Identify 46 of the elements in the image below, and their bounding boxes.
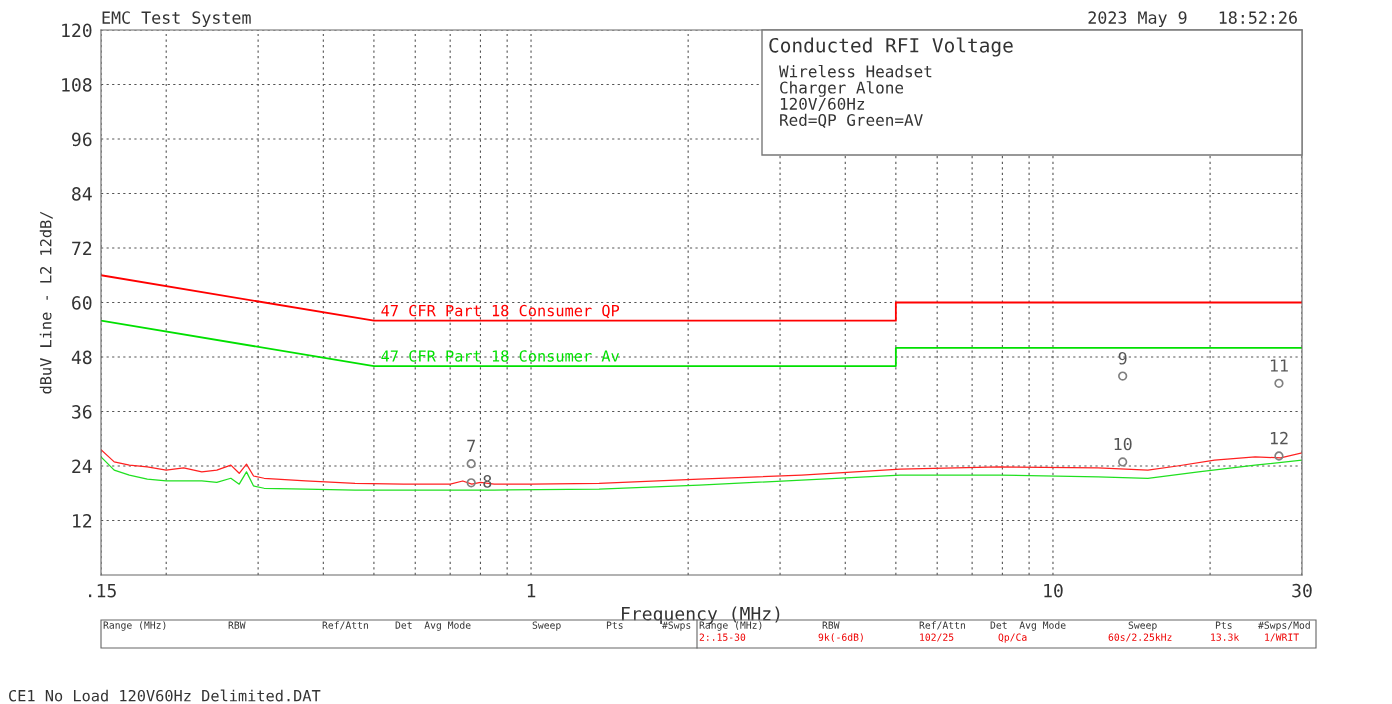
- y-tick-label: 84: [72, 187, 92, 201]
- text: RBW: [228, 621, 246, 629]
- y-tick-label: 60: [72, 296, 92, 310]
- x-tick-label: 10: [1044, 583, 1063, 598]
- text: Sweep: [532, 621, 561, 631]
- text: 2023 May 9 18:52:26: [1088, 11, 1297, 28]
- annotation: 11: [1270, 359, 1288, 372]
- annotation: 7: [467, 439, 475, 452]
- text: Wireless Headset Charger Alone 120V/60Hz Red=QP Green=AV: [779, 65, 932, 128]
- y-tick-label: 12: [73, 514, 92, 528]
- text: Ref/Attn: [919, 621, 965, 630]
- annotation: 12: [1270, 431, 1288, 445]
- y-tick-label: 48: [71, 350, 92, 365]
- text: CE1 No Load 120V60Hz Delimited.DAT: [9, 689, 321, 702]
- text: 102/25: [920, 633, 954, 642]
- text: RBW: [822, 621, 840, 629]
- text: 2:.15-30: [699, 633, 746, 641]
- chart-title: Conducted RFI Voltage: [769, 37, 1013, 57]
- text: Pts: [1215, 621, 1232, 629]
- y-tick-label: 120: [62, 23, 92, 38]
- y-tick-label: 96: [72, 132, 92, 147]
- annotation: 10: [1114, 437, 1132, 451]
- text: Sweep: [1128, 621, 1157, 631]
- text: Det Avg Mode: [395, 621, 471, 631]
- text: EMC Test System: [102, 11, 251, 28]
- text: Range (MHz): [103, 621, 166, 631]
- y-tick-label: 72: [72, 241, 92, 255]
- text: Ref/Attn: [322, 621, 368, 630]
- text: 1/WRIT: [1265, 633, 1299, 642]
- text: Det Avg Mode: [990, 621, 1066, 631]
- annotation: 9: [1118, 351, 1127, 365]
- x-tick-label: 30: [1292, 583, 1312, 598]
- text: #Swps/Mod: [1258, 621, 1310, 631]
- y-tick-label: 108: [62, 78, 92, 92]
- text: 9k(-6dB): [818, 633, 863, 642]
- series-label: 47 CFR Part 18 Consumer QP: [381, 304, 620, 319]
- y-tick-label: 24: [72, 459, 92, 473]
- text: Qp/Ca: [998, 633, 1027, 643]
- y-axis-title: dBuV Line - L2 12dB/: [39, 211, 53, 394]
- x-tick-label: 1: [527, 583, 536, 598]
- x-tick-label: .15: [89, 583, 116, 598]
- y-tick-label: 36: [72, 405, 92, 419]
- text: 13.3k: [1211, 633, 1240, 641]
- series-label: 47 CFR Part 18 Consumer Av: [381, 350, 620, 362]
- text: Pts: [606, 621, 623, 629]
- text: 60s/2.25kHz: [1108, 633, 1172, 642]
